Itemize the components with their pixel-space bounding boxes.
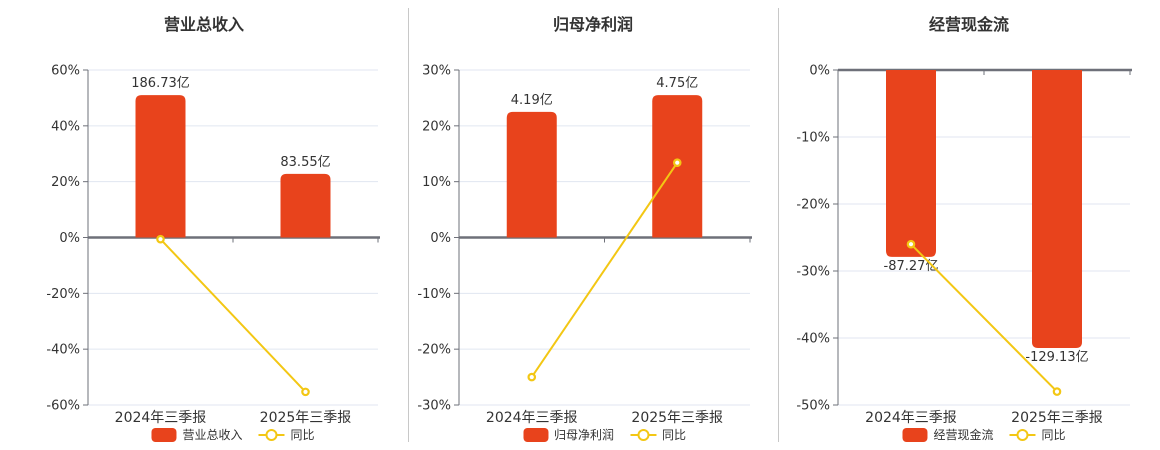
y-axis-label: -10%	[417, 287, 451, 302]
legend-item-bar[interactable]: 营业总收入	[151, 426, 243, 443]
legend-item-bar[interactable]: 归母净利润	[522, 426, 614, 443]
y-axis-label: -40%	[46, 343, 80, 358]
yoy-line	[910, 243, 1058, 393]
line-marker-icon	[630, 428, 656, 442]
cash-flow-chart-plot: 0% -10% -20% -30% -40% -50% -87.27亿 -129.13亿	[796, 64, 1132, 414]
x-label-2025: 2025年三季报	[259, 410, 352, 426]
y-axis-label: -50%	[796, 399, 830, 414]
line-marker-icon	[258, 428, 285, 442]
bar-swatch-icon	[151, 427, 177, 442]
legend-item-line[interactable]: 同比	[1009, 426, 1066, 443]
y-axis-label: -30%	[417, 399, 451, 414]
legend-cash-flow: 经营现金流 同比	[902, 426, 1066, 443]
revenue-chart-plot: 60% 40% 20% 0% -20% -40% -60% 186.73亿 83.55亿	[46, 64, 380, 414]
bar-value-label: -87.27亿	[884, 259, 939, 274]
y-axis-label: 0%	[59, 231, 80, 246]
chart-panel-net-profit: 归母净利润 30% 20% 10% 0% -10% -20% -30% 4.19亿 4.75亿 …	[408, 0, 778, 450]
y-axis-label: -40%	[796, 332, 830, 347]
bar-swatch-icon	[902, 427, 928, 442]
x-label-2024: 2024年三季报	[485, 410, 578, 426]
legend-net-profit: 归母净利润 同比	[522, 426, 686, 443]
chart-title-net-profit: 归母净利润	[552, 15, 633, 34]
x-label-2024: 2024年三季报	[865, 410, 957, 426]
line-marker[interactable]	[672, 158, 682, 167]
y-axis-label: -20%	[796, 198, 830, 213]
y-axis-label: 0%	[809, 64, 830, 79]
line-marker[interactable]	[156, 234, 165, 244]
y-axis-label: 20%	[51, 175, 80, 190]
bar-swatch-icon	[522, 427, 548, 442]
bar-2025年三季报[interactable]	[1032, 70, 1082, 349]
x-label-2025: 2025年三季报	[1011, 410, 1103, 426]
bar-value-label: 4.75亿	[656, 76, 698, 91]
bar-2024年三季报[interactable]	[886, 70, 936, 257]
legend-revenue: 营业总收入 同比	[151, 426, 315, 443]
y-axis-label: 30%	[422, 64, 451, 79]
line-marker[interactable]	[301, 387, 310, 397]
y-axis-label: -30%	[796, 265, 830, 280]
bar-2025年三季报[interactable]	[280, 173, 331, 238]
y-axis-label: -60%	[46, 399, 80, 414]
legend-label-line: 同比	[290, 428, 315, 442]
line-marker-icon	[1009, 428, 1036, 442]
line-marker[interactable]	[906, 239, 916, 249]
yoy-line	[159, 238, 307, 393]
bar-value-label: 4.19亿	[511, 93, 553, 108]
bar-2024年三季报[interactable]	[135, 95, 186, 238]
legend-label-bar: 归母净利润	[553, 428, 614, 442]
legend-item-line[interactable]: 同比	[258, 426, 315, 443]
legend-label-line: 同比	[1041, 428, 1066, 442]
chart-title-cash-flow: 经营现金流	[928, 15, 1009, 34]
yoy-line	[530, 162, 679, 378]
legend-label-bar: 营业总收入	[182, 428, 243, 442]
bar-2024年三季报[interactable]	[506, 111, 557, 238]
chart-title-revenue: 营业总收入	[163, 15, 244, 34]
y-axis-label: 10%	[422, 175, 451, 190]
bar-value-label: 186.73亿	[131, 76, 190, 91]
line-marker[interactable]	[527, 372, 537, 382]
legend-item-line[interactable]: 同比	[630, 426, 686, 443]
panel-divider	[778, 8, 779, 442]
y-axis-label: -10%	[796, 131, 830, 146]
bar-value-label: 83.55亿	[280, 155, 330, 170]
y-axis-label: 20%	[422, 119, 451, 134]
legend-label-line: 同比	[662, 428, 687, 442]
chart-panel-revenue: 营业总收入 60% 40% 20% 0% -20% -40% -60% 186.73亿 83.5…	[0, 0, 408, 450]
x-label-2024: 2024年三季报	[114, 410, 207, 426]
legend-item-bar[interactable]: 经营现金流	[902, 426, 994, 443]
x-label-2025: 2025年三季报	[631, 410, 724, 426]
bar-value-label: -129.13亿	[1025, 350, 1088, 365]
y-axis-label: 60%	[51, 64, 80, 79]
panel-divider	[408, 8, 409, 442]
y-axis-label: 0%	[430, 231, 451, 246]
y-axis-label: -20%	[417, 343, 451, 358]
net-profit-chart-plot: 30% 20% 10% 0% -10% -20% -30% 4.19亿 4.75亿	[417, 64, 752, 414]
y-axis-label: 40%	[51, 119, 80, 134]
chart-panel-cash-flow: 经营现金流 0% -10% -20% -30% -40% -50% -87.27亿 -129.…	[778, 0, 1160, 450]
line-marker[interactable]	[1052, 387, 1062, 396]
y-axis-label: -20%	[46, 287, 80, 302]
legend-label-bar: 经营现金流	[933, 428, 994, 442]
